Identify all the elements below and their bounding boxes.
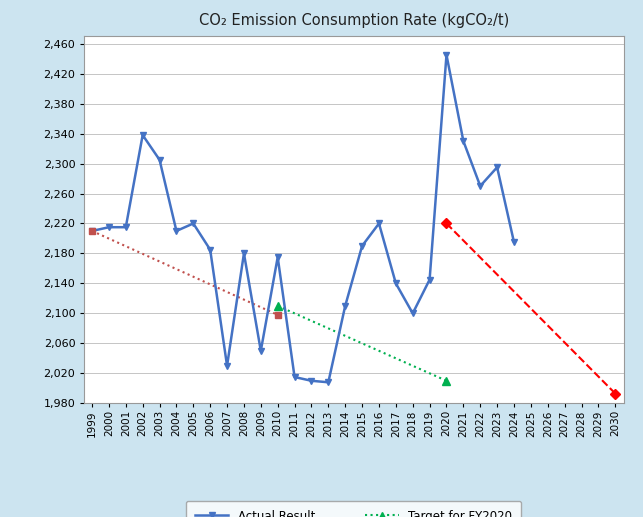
- Actual Result: [206, 247, 214, 253]
- Actual Result: [88, 228, 96, 234]
- Actual Result: [442, 52, 450, 58]
- Actual Result: [105, 224, 113, 230]
- Actual Result: [240, 250, 248, 256]
- Actual Result: [291, 374, 298, 380]
- Actual Result: [426, 277, 433, 283]
- Actual Result: [307, 378, 315, 384]
- Title: CO₂ Emission Consumption Rate (kgCO₂/t): CO₂ Emission Consumption Rate (kgCO₂/t): [199, 13, 509, 28]
- Actual Result: [476, 183, 484, 189]
- Actual Result: [392, 280, 400, 286]
- Actual Result: [341, 303, 349, 309]
- Legend: Actual Result, Target for FY2010, Target for FY2020, Target for FY2030: Actual Result, Target for FY2010, Target…: [186, 500, 521, 517]
- Actual Result: [257, 348, 265, 354]
- Actual Result: [223, 363, 231, 369]
- Actual Result: [122, 224, 130, 230]
- Actual Result: [375, 220, 383, 226]
- Actual Result: [139, 132, 147, 138]
- Actual Result: [409, 310, 417, 316]
- Actual Result: [274, 254, 282, 260]
- Actual Result: [493, 164, 501, 171]
- Actual Result: [510, 239, 518, 245]
- Actual Result: [156, 157, 163, 163]
- Actual Result: [325, 379, 332, 385]
- Line: Actual Result: Actual Result: [89, 52, 517, 385]
- Actual Result: [172, 228, 180, 234]
- Actual Result: [358, 243, 366, 249]
- Actual Result: [460, 138, 467, 144]
- Actual Result: [190, 220, 197, 226]
